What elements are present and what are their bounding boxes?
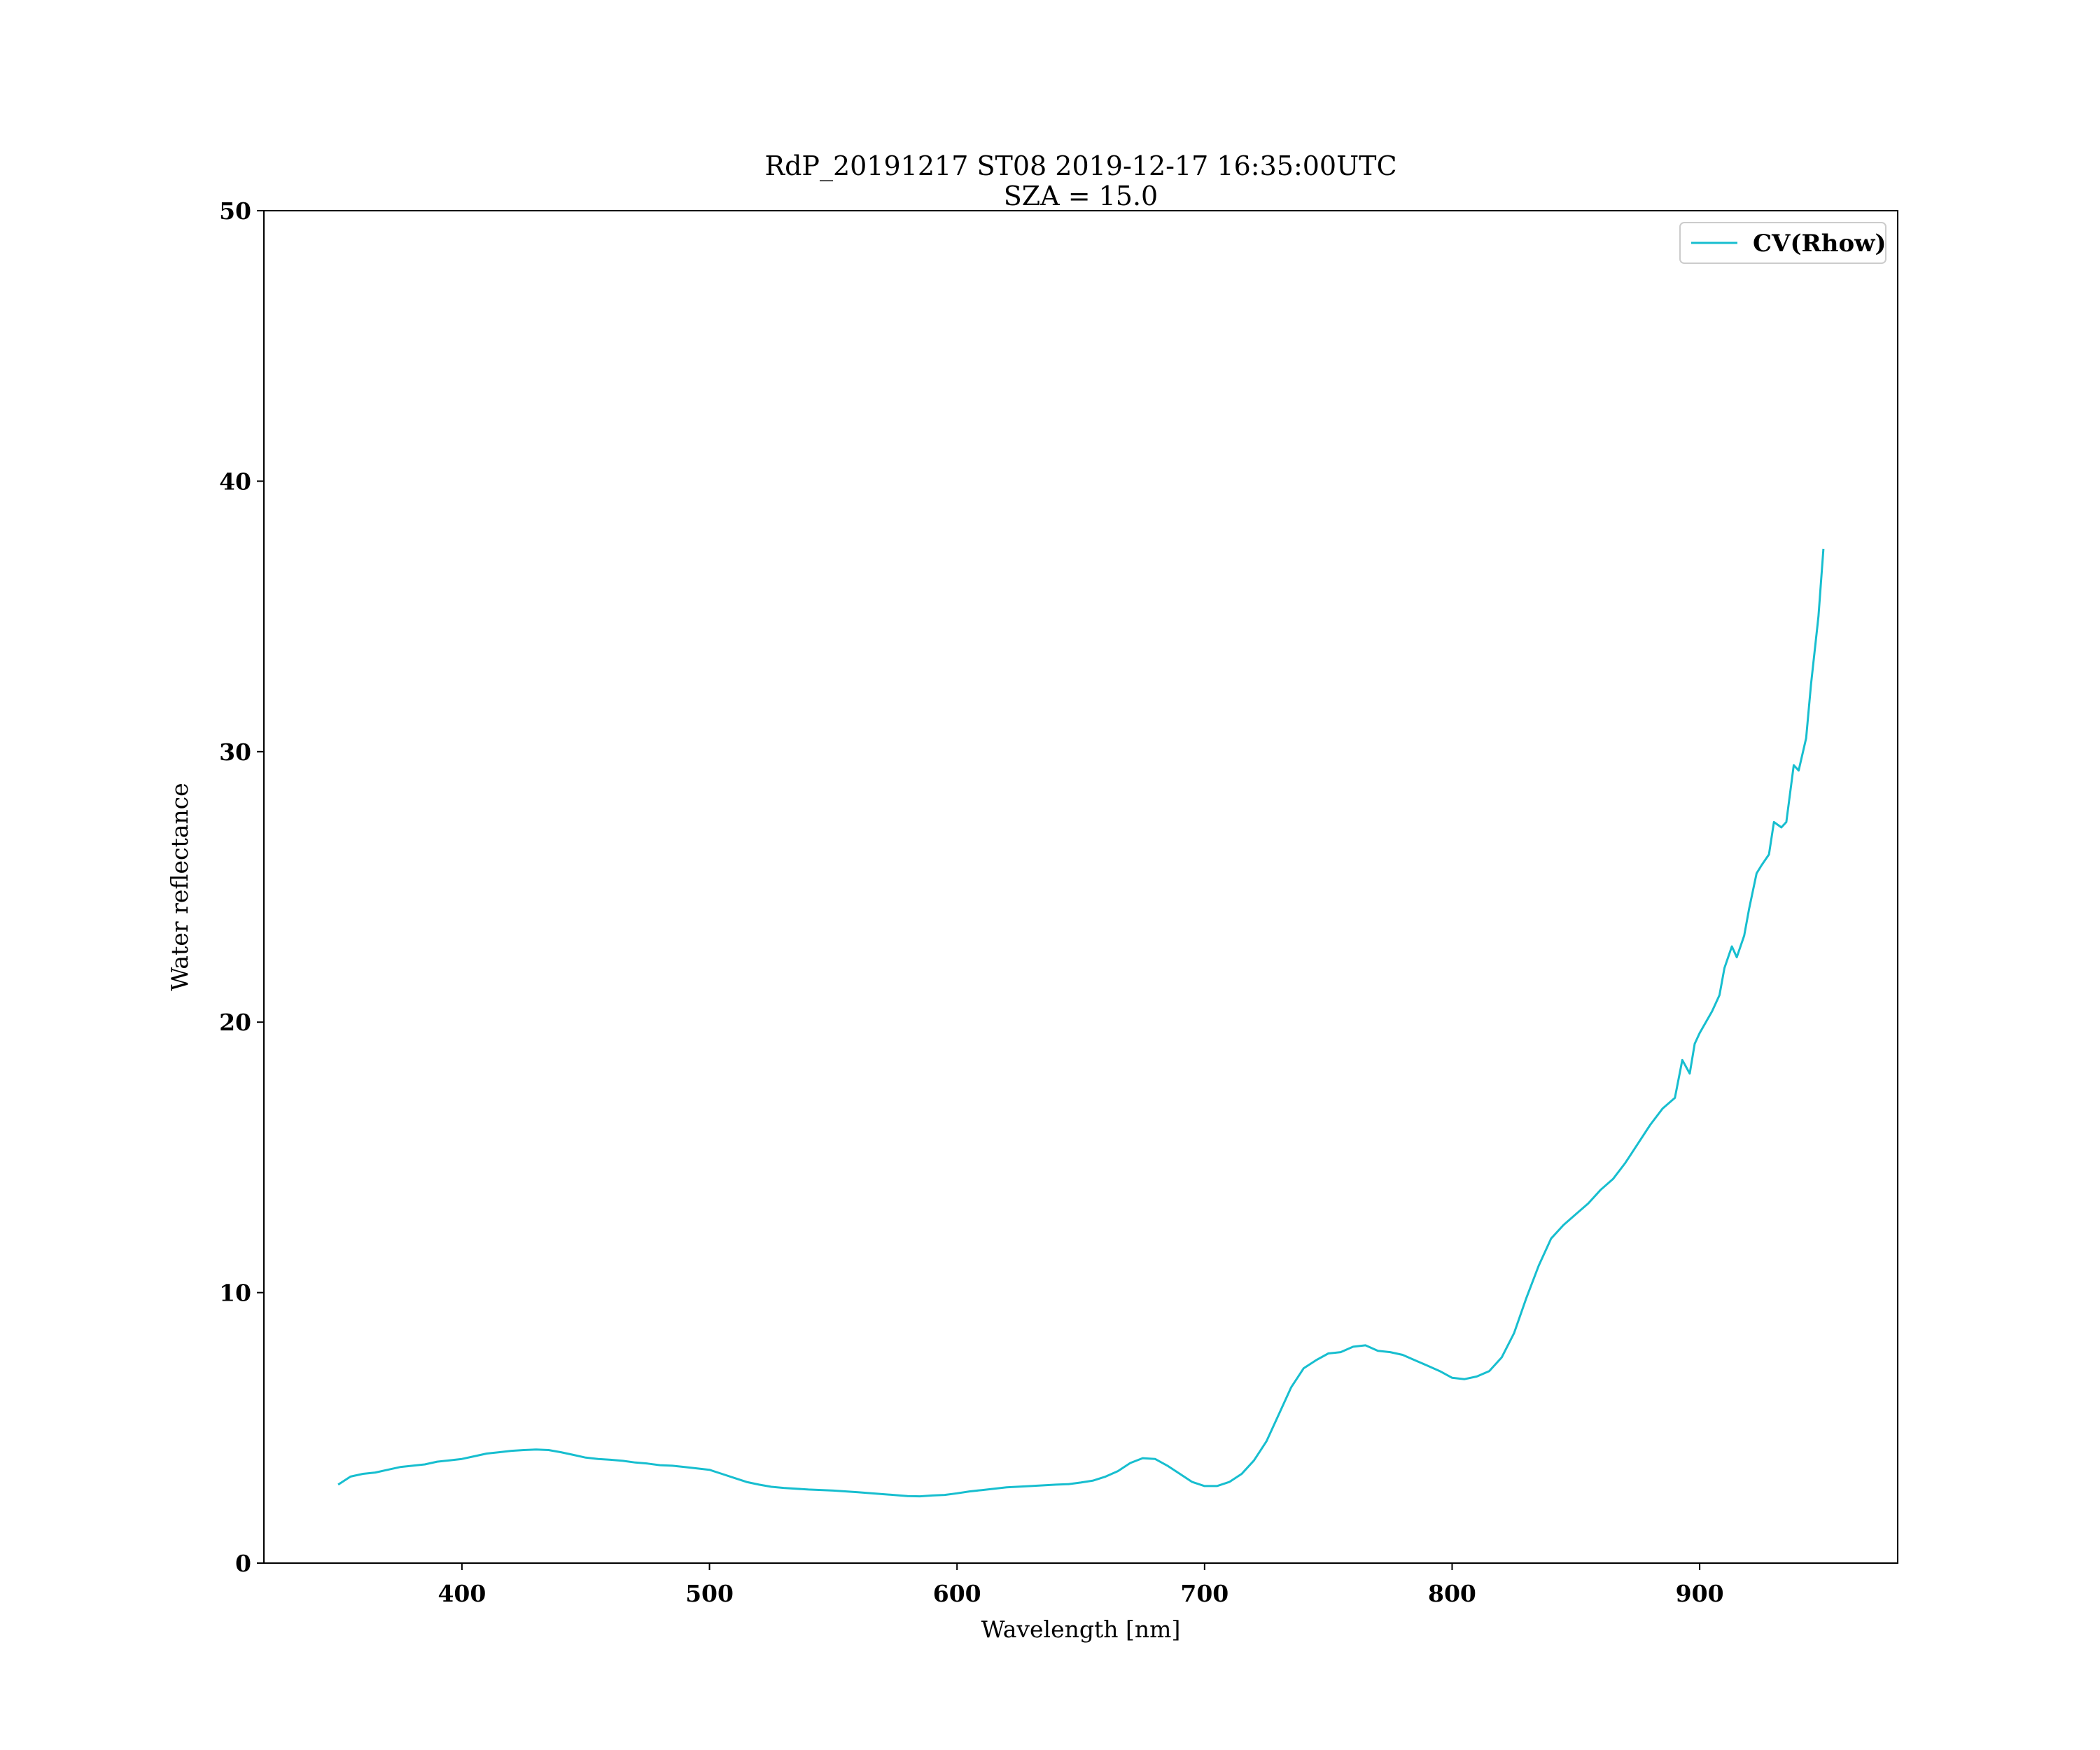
- y-tick-label: 20: [219, 1009, 251, 1036]
- chart-title: RdP_20191217 ST08 2019-12-17 16:35:00UTC: [764, 150, 1396, 182]
- x-tick-label: 400: [438, 1580, 486, 1607]
- x-tick-label: 800: [1428, 1580, 1476, 1607]
- axis-ticks: 400 500 600 700 800 900 0 10 20 30 40 50: [219, 197, 1723, 1607]
- x-tick-label: 500: [685, 1580, 734, 1607]
- y-tick-label: 30: [219, 738, 251, 766]
- series-line-0: [337, 548, 1825, 1498]
- legend: CV(Rhow): [1679, 222, 1886, 264]
- x-tick-label: 600: [933, 1580, 981, 1607]
- legend-entry-label: CV(Rhow): [1753, 230, 1886, 258]
- x-tick-label: 700: [1180, 1580, 1228, 1607]
- axes-frame: [263, 210, 1898, 1564]
- y-tick-label: 0: [235, 1550, 251, 1577]
- y-tick-label: 40: [219, 468, 251, 495]
- y-tick-label: 10: [219, 1280, 251, 1307]
- y-tick-label: 50: [219, 197, 251, 225]
- chart-subtitle: SZA = 15.0: [1004, 181, 1158, 211]
- legend-box: [1679, 222, 1886, 264]
- plot-area: [337, 548, 1825, 1498]
- y-axis-label: Water reflectance: [166, 783, 193, 990]
- x-axis-label: Wavelength [nm]: [981, 1616, 1181, 1643]
- x-tick-label: 900: [1676, 1580, 1724, 1607]
